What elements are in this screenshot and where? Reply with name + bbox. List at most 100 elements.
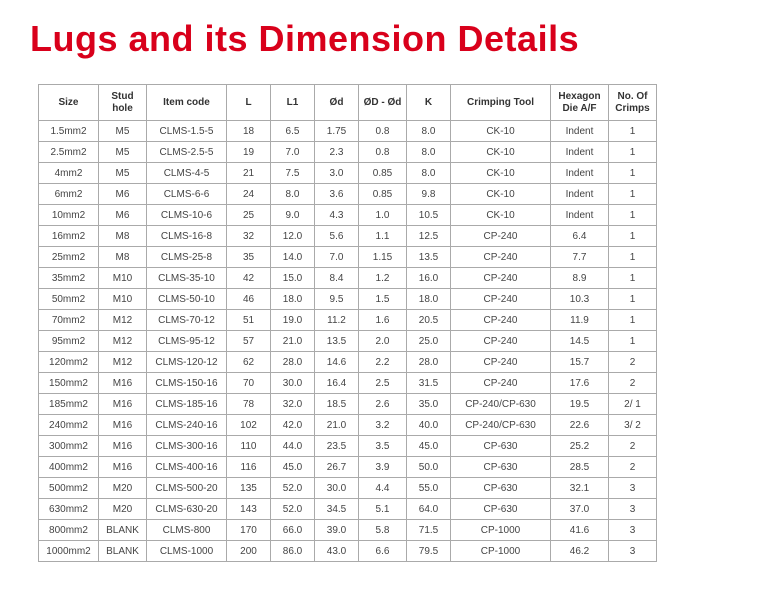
table-cell: 78: [227, 394, 271, 415]
table-head: SizeStudholeItem codeLL1ØdØD - ØdKCrimpi…: [39, 85, 657, 121]
table-cell: 21.0: [271, 331, 315, 352]
table-cell: 11.2: [315, 310, 359, 331]
table-cell: CLMS-95-12: [147, 331, 227, 352]
table-cell: 3.2: [359, 415, 407, 436]
table-row: 185mm2M16CLMS-185-167832.018.52.635.0CP-…: [39, 394, 657, 415]
table-cell: 19.0: [271, 310, 315, 331]
table-cell: M5: [99, 121, 147, 142]
table-cell: 11.9: [551, 310, 609, 331]
table-cell: 9.0: [271, 205, 315, 226]
table-cell: 120mm2: [39, 352, 99, 373]
table-cell: 1.15: [359, 247, 407, 268]
table-cell: 3: [609, 541, 657, 562]
table-cell: 19.5: [551, 394, 609, 415]
table-cell: 13.5: [315, 331, 359, 352]
table-cell: 18.0: [407, 289, 451, 310]
table-cell: 4.3: [315, 205, 359, 226]
table-cell: 6mm2: [39, 184, 99, 205]
table-cell: 14.6: [315, 352, 359, 373]
table-cell: Indent: [551, 121, 609, 142]
table-cell: CLMS-4-5: [147, 163, 227, 184]
table-cell: 185mm2: [39, 394, 99, 415]
table-cell: CP-240: [451, 226, 551, 247]
table-cell: 4.4: [359, 478, 407, 499]
table-cell: 14.0: [271, 247, 315, 268]
table-cell: CK-10: [451, 184, 551, 205]
table-cell: 70mm2: [39, 310, 99, 331]
table-cell: 18: [227, 121, 271, 142]
col-header: Ød: [315, 85, 359, 121]
table-cell: 8.4: [315, 268, 359, 289]
table-cell: 10.5: [407, 205, 451, 226]
table-cell: 800mm2: [39, 520, 99, 541]
table-cell: 42: [227, 268, 271, 289]
table-cell: 110: [227, 436, 271, 457]
table-cell: 5.1: [359, 499, 407, 520]
table-cell: 1: [609, 310, 657, 331]
table-cell: 1.0: [359, 205, 407, 226]
table-cell: 8.0: [407, 121, 451, 142]
table-cell: CLMS-6-6: [147, 184, 227, 205]
table-cell: 31.5: [407, 373, 451, 394]
table-cell: 23.5: [315, 436, 359, 457]
table-cell: 17.6: [551, 373, 609, 394]
table-cell: 22.6: [551, 415, 609, 436]
table-cell: 3: [609, 478, 657, 499]
table-cell: 18.0: [271, 289, 315, 310]
table-cell: 13.5: [407, 247, 451, 268]
table-cell: 1: [609, 226, 657, 247]
table-row: 500mm2M20CLMS-500-2013552.030.04.455.0CP…: [39, 478, 657, 499]
table-cell: CP-630: [451, 499, 551, 520]
table-cell: 5.8: [359, 520, 407, 541]
header-row: SizeStudholeItem codeLL1ØdØD - ØdKCrimpi…: [39, 85, 657, 121]
table-row: 2.5mm2M5CLMS-2.5-5197.02.30.88.0CK-10Ind…: [39, 142, 657, 163]
table-cell: 25.2: [551, 436, 609, 457]
table-cell: M12: [99, 331, 147, 352]
table-cell: 1: [609, 331, 657, 352]
table-cell: CLMS-50-10: [147, 289, 227, 310]
col-header: Crimping Tool: [451, 85, 551, 121]
table-cell: CP-240: [451, 268, 551, 289]
table-cell: M16: [99, 436, 147, 457]
table-row: 1000mm2BLANKCLMS-100020086.043.06.679.5C…: [39, 541, 657, 562]
table-cell: 12.5: [407, 226, 451, 247]
table-cell: 50mm2: [39, 289, 99, 310]
table-cell: CP-240: [451, 310, 551, 331]
table-cell: M10: [99, 268, 147, 289]
table-cell: 6.4: [551, 226, 609, 247]
table-cell: 25.0: [407, 331, 451, 352]
table-cell: M16: [99, 394, 147, 415]
table-cell: 2.5mm2: [39, 142, 99, 163]
table-cell: 32: [227, 226, 271, 247]
table-cell: 2: [609, 352, 657, 373]
table-cell: M6: [99, 184, 147, 205]
table-cell: 51: [227, 310, 271, 331]
table-cell: CP-240: [451, 289, 551, 310]
table-cell: 26.7: [315, 457, 359, 478]
table-cell: 300mm2: [39, 436, 99, 457]
table-cell: 135: [227, 478, 271, 499]
col-header: Size: [39, 85, 99, 121]
table-cell: 14.5: [551, 331, 609, 352]
table-cell: 1: [609, 205, 657, 226]
table-cell: 35: [227, 247, 271, 268]
table-cell: 95mm2: [39, 331, 99, 352]
table-cell: 21: [227, 163, 271, 184]
table-cell: 10.3: [551, 289, 609, 310]
table-cell: 55.0: [407, 478, 451, 499]
table-cell: 1: [609, 163, 657, 184]
table-cell: CP-1000: [451, 541, 551, 562]
table-cell: 3.6: [315, 184, 359, 205]
table-cell: 10mm2: [39, 205, 99, 226]
table-row: 6mm2M6CLMS-6-6248.03.60.859.8CK-10Indent…: [39, 184, 657, 205]
table-cell: 18.5: [315, 394, 359, 415]
table-cell: 0.8: [359, 121, 407, 142]
table-cell: 64.0: [407, 499, 451, 520]
col-header: L: [227, 85, 271, 121]
table-cell: 1: [609, 184, 657, 205]
table-cell: M12: [99, 310, 147, 331]
table-cell: M5: [99, 142, 147, 163]
lugs-table-wrap: SizeStudholeItem codeLL1ØdØD - ØdKCrimpi…: [30, 84, 738, 562]
table-cell: 50.0: [407, 457, 451, 478]
table-row: 630mm2M20CLMS-630-2014352.034.55.164.0CP…: [39, 499, 657, 520]
